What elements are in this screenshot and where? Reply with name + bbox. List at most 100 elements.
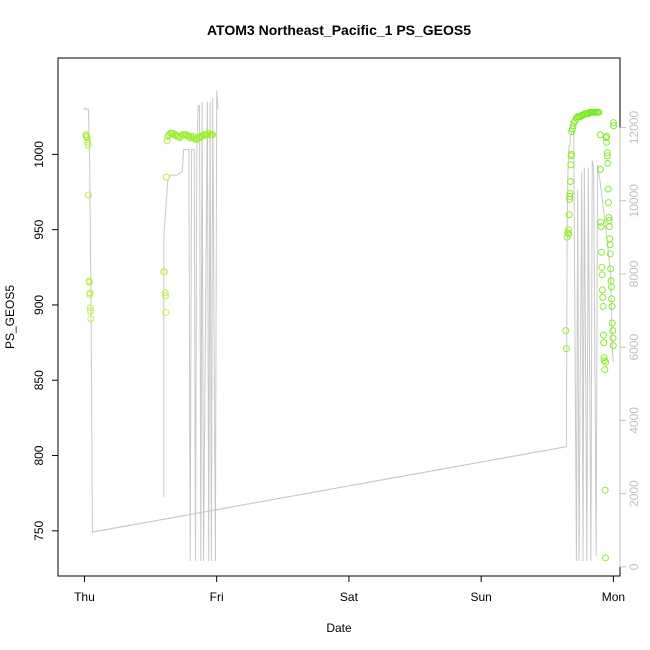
data-point <box>609 119 617 127</box>
data-point <box>84 138 92 146</box>
data-point <box>598 263 606 271</box>
x-axis: Thu Fri Sat Sun Mon <box>74 575 625 604</box>
data-point <box>160 268 168 276</box>
data-point <box>608 303 616 310</box>
plot-frame <box>57 57 621 577</box>
grey-line-group <box>83 90 614 562</box>
y-tick-label: 1000 <box>32 141 46 168</box>
x-tick-label: Fri <box>210 590 224 604</box>
data-point <box>567 161 575 169</box>
right-y-tick-label: 4000 <box>627 407 641 434</box>
data-point <box>599 293 607 301</box>
data-point <box>603 138 610 146</box>
y-axis: 750 800 850 900 950 1000 <box>32 141 59 541</box>
data-point <box>597 223 605 231</box>
data-point <box>565 211 573 219</box>
data-point <box>603 149 611 157</box>
y-tick-label: 900 <box>32 295 46 315</box>
data-point <box>84 141 92 149</box>
data-point <box>203 131 211 139</box>
data-point <box>162 309 170 316</box>
data-point <box>609 327 617 335</box>
right-y-tick-label: 12000 <box>627 111 641 145</box>
data-point <box>566 190 574 197</box>
data-point <box>566 193 574 200</box>
data-point <box>601 486 609 494</box>
data-point <box>568 150 575 158</box>
data-point <box>599 303 607 310</box>
data-point <box>87 307 94 315</box>
data-point <box>607 265 615 273</box>
data-point <box>597 218 605 226</box>
data-point <box>607 283 615 291</box>
data-point <box>601 366 609 374</box>
x-axis-label: Date <box>326 621 352 635</box>
data-point <box>562 345 570 353</box>
chart-title: ATOM3 Northeast_Pacific_1 PS_GEOS5 <box>207 22 471 38</box>
x-tick-label: Sat <box>340 590 359 604</box>
data-point <box>604 159 612 167</box>
data-point <box>608 319 616 327</box>
grey-line-2 <box>163 90 219 562</box>
right-y-tick-label: 10000 <box>627 184 641 218</box>
data-point <box>606 235 614 243</box>
right-y-tick-label: 8000 <box>627 260 641 287</box>
scatter-points <box>82 108 618 562</box>
data-point <box>595 108 603 116</box>
right-y-axis: 0 2000 4000 6000 8000 10000 12000 <box>619 111 641 570</box>
data-point <box>600 331 607 339</box>
right-y-tick-label: 2000 <box>627 480 641 507</box>
x-tick-label: Mon <box>602 590 625 604</box>
data-point <box>603 152 611 160</box>
data-point <box>602 554 609 562</box>
data-point <box>84 191 92 199</box>
data-point <box>598 271 606 279</box>
data-point <box>161 289 169 297</box>
y-tick-label: 800 <box>32 445 46 465</box>
x-tick-label: Thu <box>74 590 95 604</box>
data-point <box>600 357 608 365</box>
y-tick-label: 950 <box>32 219 46 239</box>
data-point <box>161 292 169 300</box>
data-point <box>85 278 93 286</box>
data-point <box>598 248 605 256</box>
data-point <box>604 185 612 193</box>
data-point <box>609 342 617 350</box>
data-point <box>608 295 616 303</box>
data-point <box>564 229 572 237</box>
data-point <box>86 289 94 297</box>
data-point <box>605 223 613 231</box>
grey-line-3 <box>92 446 566 533</box>
data-point <box>610 122 618 130</box>
right-y-tick-label: 6000 <box>627 334 641 361</box>
data-point <box>605 214 613 222</box>
x-tick-label: Sun <box>470 590 491 604</box>
data-point <box>565 230 573 238</box>
data-point <box>605 199 612 207</box>
data-point <box>600 339 608 347</box>
data-point <box>564 226 572 234</box>
y-axis-label: PS_GEOS5 <box>3 285 17 349</box>
data-point <box>209 131 217 139</box>
data-point <box>596 165 604 173</box>
data-point <box>596 131 604 139</box>
data-point <box>83 134 91 142</box>
data-point <box>566 178 574 185</box>
y-tick-label: 750 <box>32 520 46 540</box>
data-point <box>603 132 611 140</box>
data-point <box>609 334 617 342</box>
data-point <box>562 327 570 335</box>
data-point <box>606 241 614 249</box>
y-tick-label: 850 <box>32 370 46 390</box>
data-point <box>598 286 606 294</box>
data-point <box>606 250 614 258</box>
right-y-tick-label: 0 <box>627 563 641 570</box>
data-point <box>569 122 577 130</box>
data-point <box>163 137 171 145</box>
data-point <box>86 304 94 312</box>
data-point <box>600 354 608 362</box>
data-point <box>602 358 610 366</box>
data-point <box>87 315 95 322</box>
data-point <box>162 173 170 181</box>
